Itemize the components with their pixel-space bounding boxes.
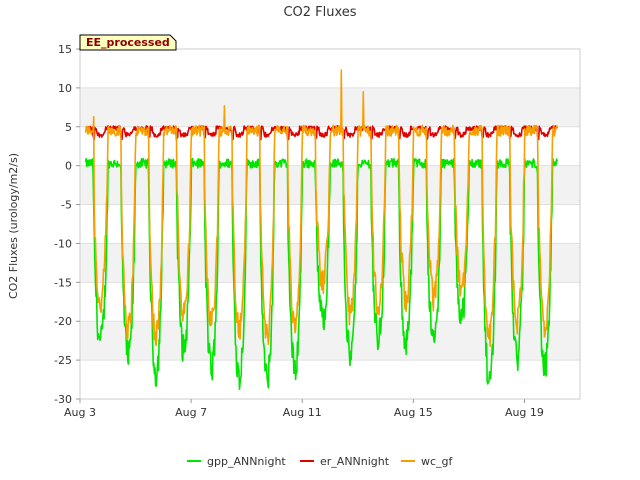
y-tick-label: 10 (58, 82, 72, 95)
legend-label-gpp_ANNnight: gpp_ANNnight (207, 455, 286, 468)
ee-processed-badge: EE_processed (79, 34, 177, 51)
y-tick-label: -5 (61, 199, 72, 212)
chart-title: CO2 Fluxes (283, 5, 356, 20)
y-tick-label: -15 (54, 276, 72, 289)
band (80, 321, 580, 361)
y-tick-label: 15 (58, 43, 72, 56)
badge-shape (79, 34, 177, 51)
y-tick-label: -25 (54, 354, 72, 367)
y-tick-label: -10 (54, 237, 72, 250)
x-tick-label: Aug 11 (283, 406, 322, 419)
y-tick-label: 5 (65, 121, 72, 134)
plot-frame (79, 48, 581, 400)
y-tick-label: -30 (54, 393, 72, 406)
x-axis-ticks: Aug 3 Aug 7 Aug 11 Aug 15 Aug 19 (64, 399, 544, 419)
x-tick-label: Aug 7 (175, 406, 207, 419)
band (80, 243, 580, 283)
x-tick-label: Aug 19 (505, 406, 544, 419)
legend: gpp_ANNnight er_ANNnight wc_gf (187, 455, 454, 468)
x-tick-label: Aug 15 (394, 406, 433, 419)
y-tick-label: -20 (54, 315, 72, 328)
y-axis-ticks: 15 10 5 0 -5 -10 -15 -20 -25 -30 (54, 43, 80, 406)
legend-label-er_ANNnight: er_ANNnight (320, 455, 390, 468)
legend-label-wc_gf: wc_gf (421, 455, 454, 468)
band (80, 87, 580, 127)
series-line-er_ANNnight (85, 125, 558, 141)
series-layer (84, 69, 558, 390)
y-axis-label: CO2 Fluxes (urology/m2/s) (7, 153, 20, 299)
badge-label: EE_processed (86, 36, 170, 49)
y-tick-label: 0 (65, 160, 72, 173)
x-tick-label: Aug 3 (64, 406, 96, 419)
series-line-wc_gf (84, 69, 558, 347)
series-line-gpp_ANNnight (84, 157, 558, 390)
